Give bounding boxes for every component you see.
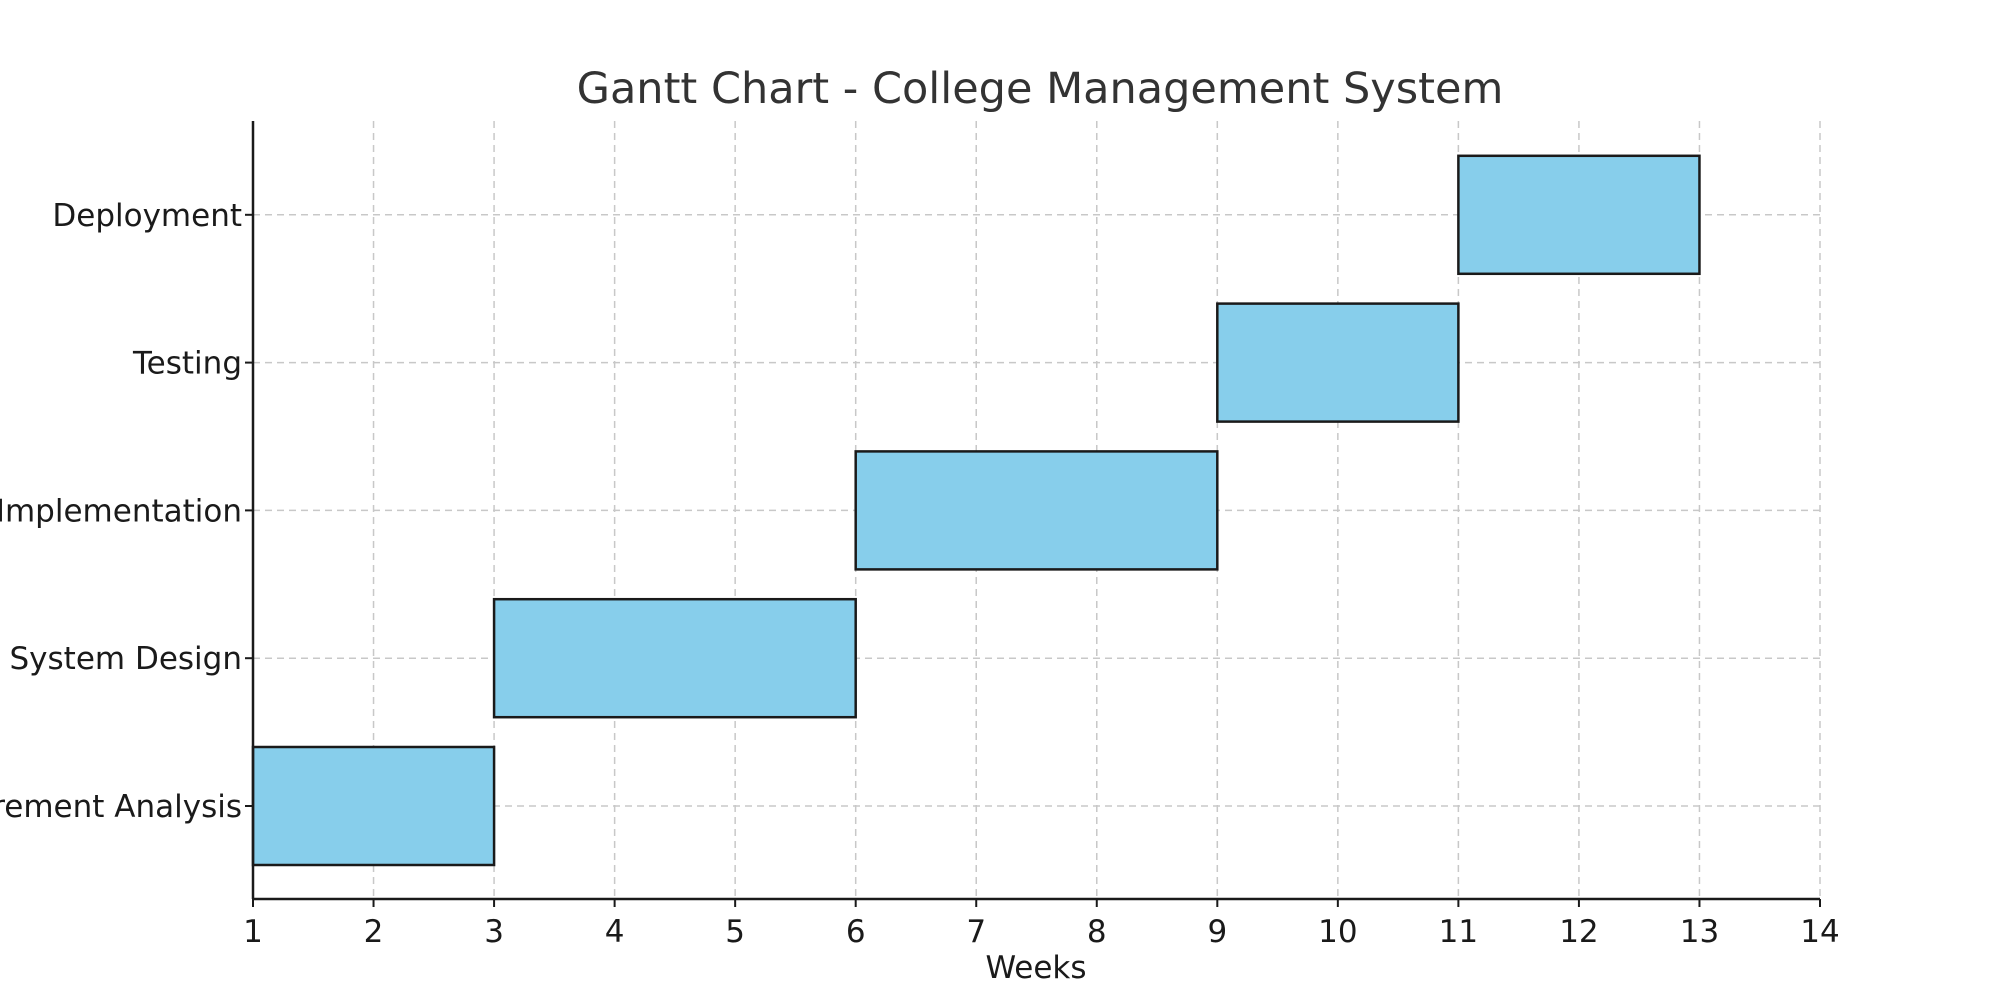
x-tick-label: 10 bbox=[1318, 914, 1357, 950]
x-tick-label: 14 bbox=[1800, 914, 1839, 950]
task-bar bbox=[1457, 154, 1701, 276]
task-bar bbox=[492, 597, 857, 719]
x-tick-label: 12 bbox=[1559, 914, 1598, 950]
task-label: Implementation bbox=[0, 493, 242, 529]
chart-title: Gantt Chart - College Management System bbox=[577, 64, 1504, 114]
x-tick-label: 13 bbox=[1680, 914, 1719, 950]
task-label: System Design bbox=[10, 641, 243, 677]
task-label: Deployment bbox=[52, 198, 242, 234]
x-tick-label: 4 bbox=[605, 914, 625, 950]
task-bars bbox=[251, 154, 1701, 867]
x-tick-label: 5 bbox=[725, 914, 745, 950]
x-axis-label: Weeks bbox=[985, 950, 1086, 986]
x-tick-label: 3 bbox=[484, 914, 504, 950]
x-tick-label: 8 bbox=[1087, 914, 1107, 950]
task-bar bbox=[251, 745, 496, 867]
task-label: Requirement Analysis bbox=[0, 789, 242, 825]
x-tick-label: 6 bbox=[846, 914, 866, 950]
task-bar bbox=[1216, 302, 1460, 423]
task-bar bbox=[854, 450, 1219, 571]
x-tick-label: 9 bbox=[1207, 914, 1227, 950]
x-axis-ticks: 1 2 3 4 5 6 7 8 9 10 11 12 13 14 bbox=[243, 899, 1840, 950]
x-tick-label: 11 bbox=[1439, 914, 1478, 950]
x-tick-label: 1 bbox=[243, 914, 263, 950]
x-tick-label: 7 bbox=[966, 914, 986, 950]
x-tick-label: 2 bbox=[364, 914, 384, 950]
y-axis-ticks: Requirement Analysis System Design Impleme… bbox=[0, 198, 253, 825]
task-label: Testing bbox=[132, 346, 242, 382]
